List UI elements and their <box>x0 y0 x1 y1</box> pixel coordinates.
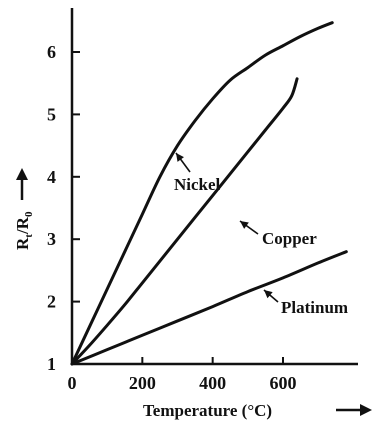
y-tick-label: 5 <box>47 104 56 124</box>
x-axis-label-arrow-head <box>360 404 372 416</box>
annotations: Nickel Copper Platinum <box>174 152 348 317</box>
annotation-label-nickel: Nickel <box>174 175 221 194</box>
svg-text:Rt/R0: Rt/R0 <box>13 211 35 250</box>
x-axis-label: Temperature (°C) <box>143 401 272 420</box>
x-tick-label: 0 <box>68 373 77 393</box>
annotation-pointer-head-copper <box>240 221 249 229</box>
annotation-pointer-head-platinum <box>264 290 273 299</box>
y-tick-label: 6 <box>47 42 56 62</box>
y-axis-label-sub2: 0 <box>23 211 35 217</box>
y-tick-label: 3 <box>47 229 56 249</box>
series-group <box>70 21 348 366</box>
y-axis-label: Rt/R0 <box>13 211 35 250</box>
x-tick-label: 400 <box>199 373 226 393</box>
y-axis-label-sub1: t <box>23 234 35 238</box>
x-tick-label: 600 <box>270 373 297 393</box>
y-axis-label-sep: /R <box>13 216 32 235</box>
series-line-copper <box>70 77 299 366</box>
annotation-pointer-head-nickel <box>176 153 184 162</box>
series-line-nickel <box>70 21 334 366</box>
x-tick-label: 200 <box>129 373 156 393</box>
series-line-platinum <box>70 250 348 366</box>
ticks: 0 200 400 600 1 2 3 4 5 6 <box>47 42 297 393</box>
annotation-label-copper: Copper <box>262 229 317 248</box>
y-tick-label: 1 <box>47 354 56 374</box>
annotation-label-platinum: Platinum <box>281 298 348 317</box>
y-tick-label: 2 <box>47 292 56 312</box>
y-axis-label-arrow-head <box>16 168 28 180</box>
y-tick-label: 4 <box>47 167 56 187</box>
axes <box>70 8 358 366</box>
y-axis-label-main: R <box>13 237 32 250</box>
